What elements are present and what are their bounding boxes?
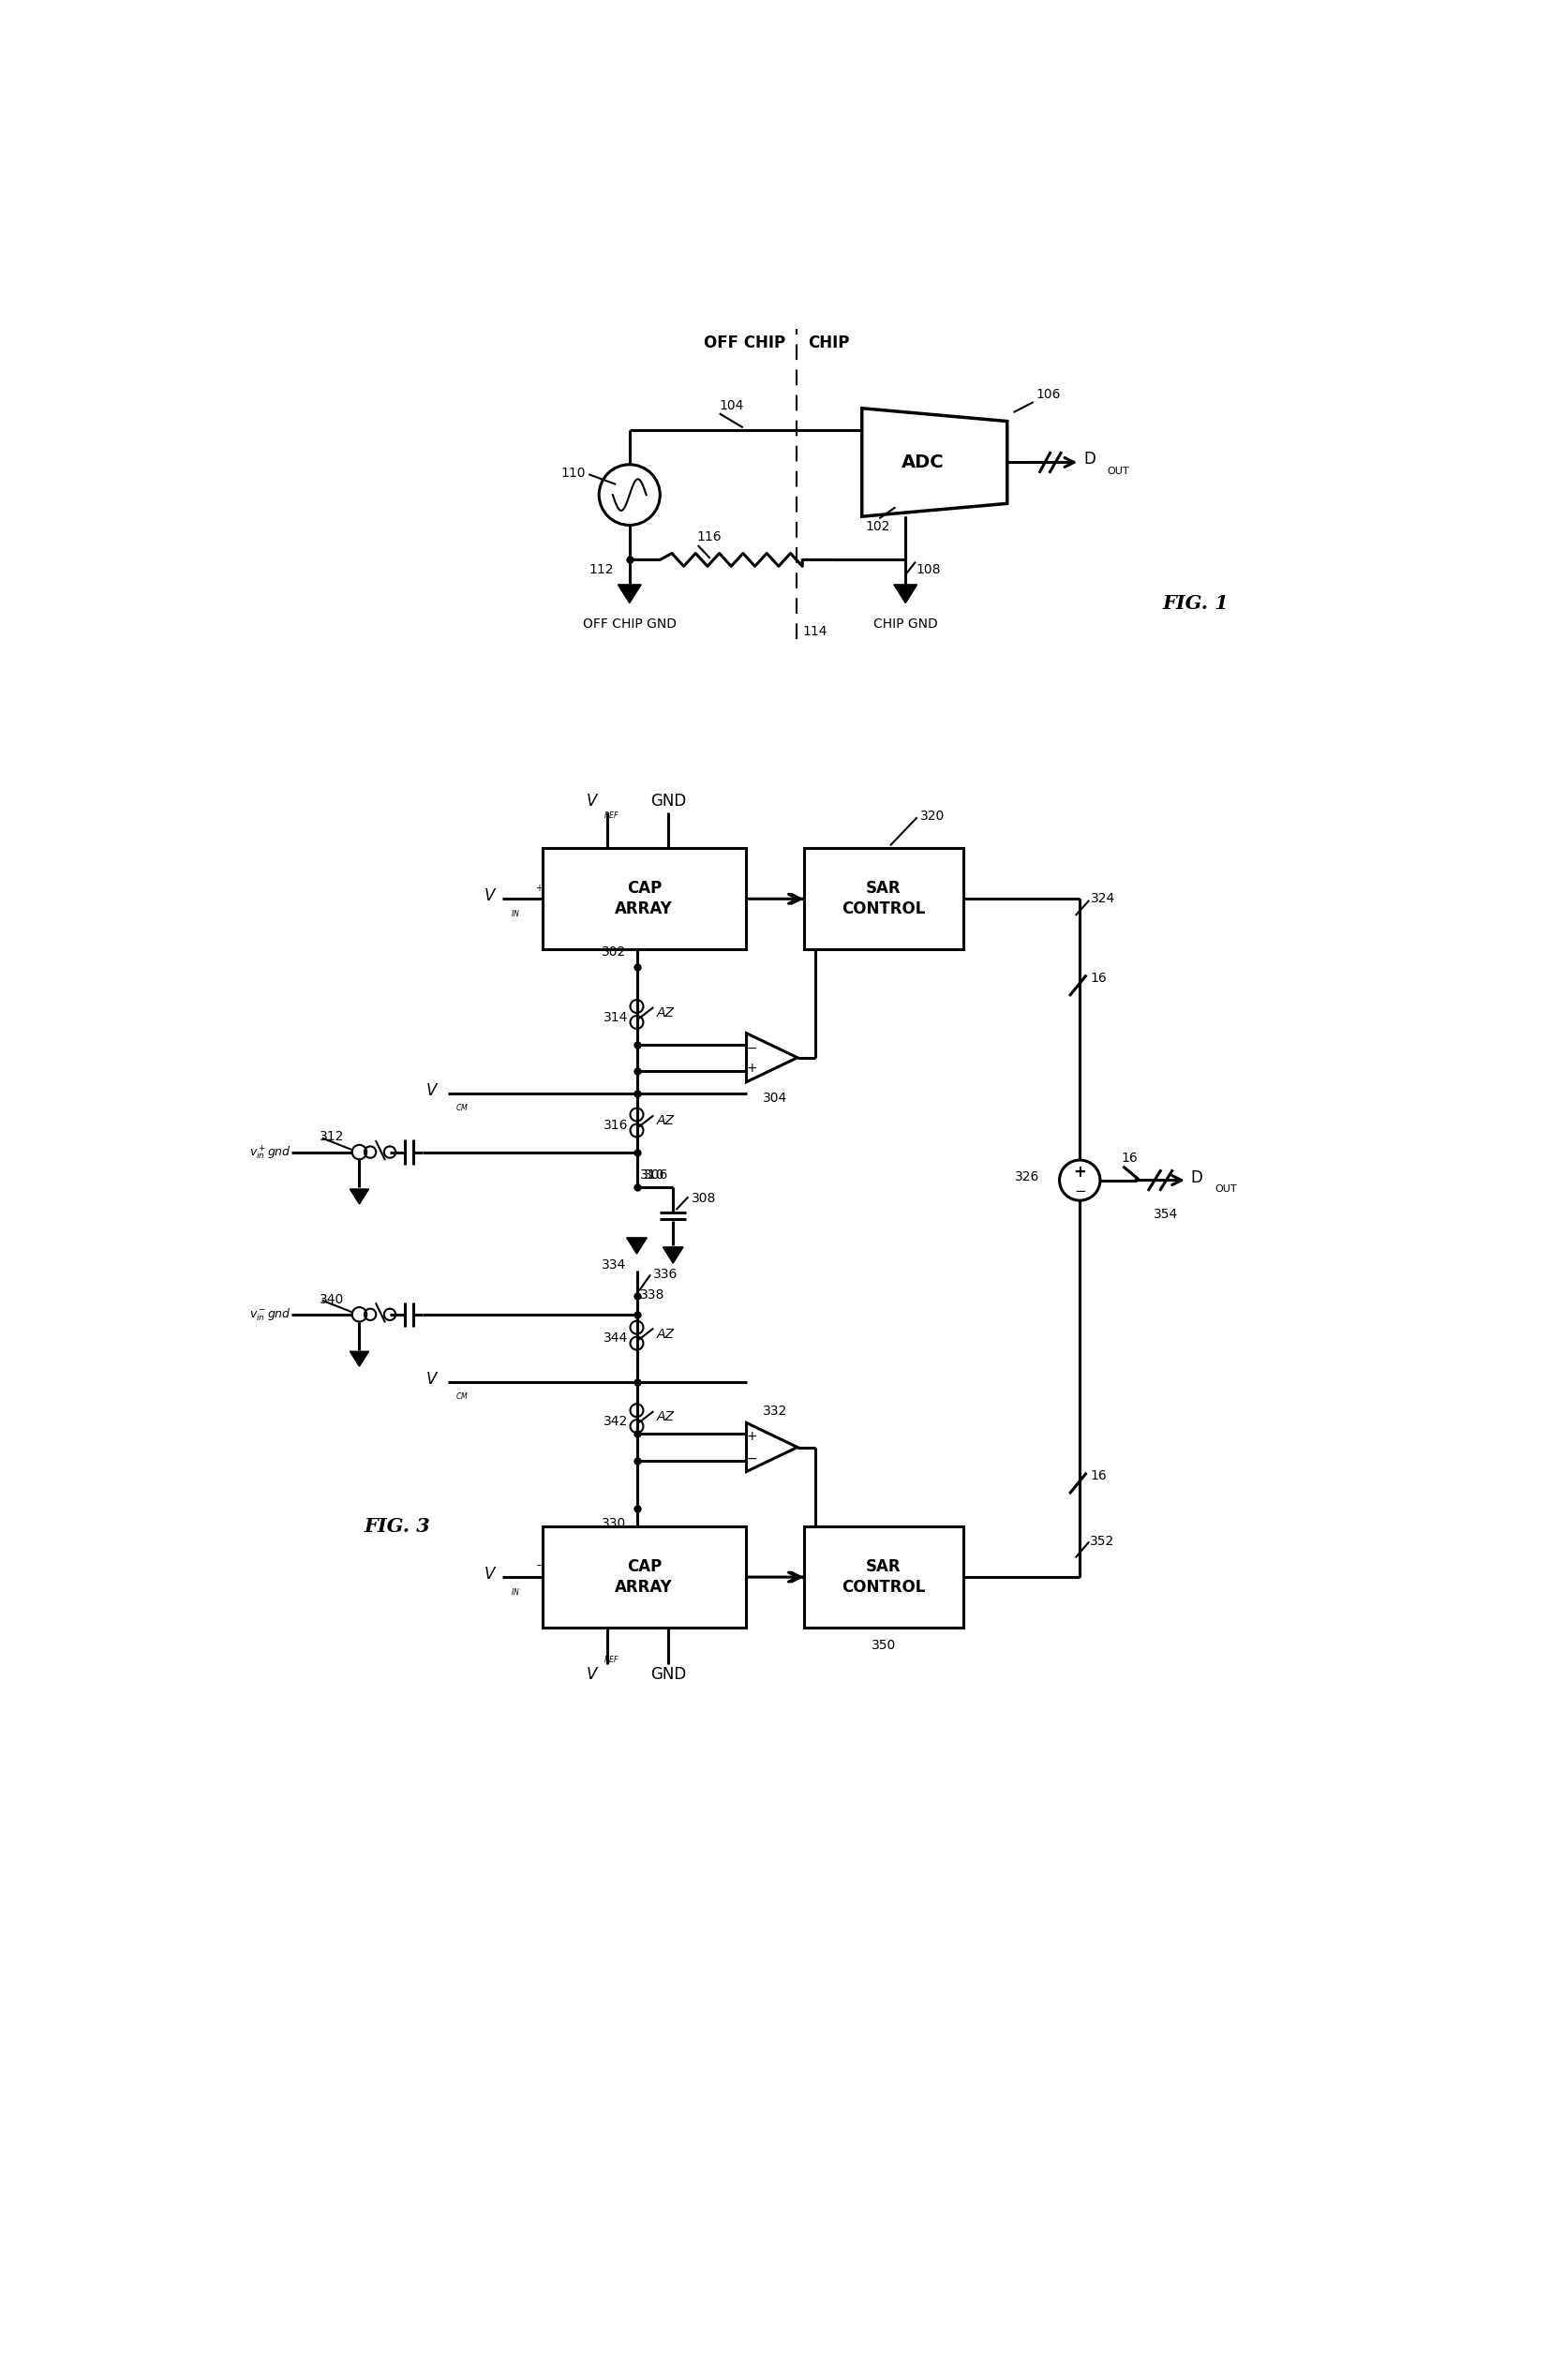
Text: 16: 16: [1090, 1468, 1107, 1483]
Text: 308: 308: [691, 1192, 716, 1204]
Text: $_{IN}$: $_{IN}$: [512, 1587, 521, 1599]
Text: $_{CM}$: $_{CM}$: [456, 1102, 468, 1114]
Text: $V$: $V$: [426, 1083, 439, 1100]
Text: AZ: AZ: [657, 1007, 674, 1019]
Text: $+$: $+$: [746, 1430, 756, 1442]
Text: $-$: $-$: [746, 1040, 756, 1054]
Text: D: D: [1190, 1169, 1203, 1185]
Text: CAP
ARRAY: CAP ARRAY: [615, 881, 673, 919]
Polygon shape: [350, 1190, 369, 1204]
Text: 314: 314: [603, 1012, 628, 1023]
Text: AZ: AZ: [657, 1114, 674, 1128]
Text: 324: 324: [1091, 892, 1116, 904]
Text: $+$: $+$: [746, 1061, 756, 1076]
Text: 354: 354: [1153, 1207, 1178, 1221]
Text: 106: 106: [1037, 388, 1062, 402]
Text: GND: GND: [651, 1666, 687, 1683]
Text: 306: 306: [645, 1169, 668, 1183]
Text: $_{REF}$: $_{REF}$: [604, 809, 620, 821]
Text: OFF CHIP GND: OFF CHIP GND: [583, 616, 676, 631]
Text: 304: 304: [763, 1092, 787, 1104]
Text: $v_{in}^-$gnd: $v_{in}^-$gnd: [250, 1307, 291, 1323]
Polygon shape: [894, 585, 918, 602]
Text: 350: 350: [871, 1637, 896, 1652]
Text: $V$: $V$: [426, 1371, 439, 1388]
Text: 340: 340: [319, 1292, 344, 1307]
Text: 312: 312: [319, 1130, 344, 1142]
Text: $-$: $-$: [746, 1452, 756, 1464]
Text: 344: 344: [603, 1333, 628, 1345]
Text: AZ: AZ: [657, 1411, 674, 1423]
Text: CHIP: CHIP: [808, 336, 849, 352]
Text: FIG. 3: FIG. 3: [364, 1516, 431, 1535]
Bar: [804, 1526, 964, 1628]
Bar: [542, 1526, 746, 1628]
Text: 334: 334: [601, 1259, 626, 1271]
Text: OFF CHIP: OFF CHIP: [704, 336, 786, 352]
Text: 108: 108: [916, 564, 941, 576]
Text: 102: 102: [865, 521, 890, 533]
Text: OUT: OUT: [1215, 1185, 1237, 1195]
Text: 316: 316: [603, 1119, 628, 1133]
Text: 338: 338: [640, 1288, 665, 1302]
Bar: [804, 847, 964, 950]
Text: 326: 326: [1015, 1171, 1040, 1183]
Text: $_{REF}$: $_{REF}$: [604, 1654, 620, 1666]
Text: $V$: $V$: [586, 1666, 598, 1683]
Text: GND: GND: [651, 793, 687, 809]
Text: $^+$: $^+$: [533, 883, 544, 897]
Text: 352: 352: [1090, 1535, 1114, 1547]
Text: $V$: $V$: [484, 1566, 496, 1583]
Text: $v_{in}^+$gnd: $v_{in}^+$gnd: [250, 1142, 291, 1161]
Text: 110: 110: [561, 466, 586, 481]
Text: 332: 332: [763, 1404, 787, 1418]
Text: 302: 302: [601, 945, 626, 959]
Text: 320: 320: [921, 809, 944, 823]
Polygon shape: [618, 585, 642, 602]
Text: $V$: $V$: [484, 888, 496, 904]
Text: $-$: $-$: [1074, 1183, 1087, 1197]
Text: SAR
CONTROL: SAR CONTROL: [842, 1559, 925, 1597]
Text: $V$: $V$: [586, 793, 598, 809]
Text: AZ: AZ: [657, 1328, 674, 1340]
Text: 336: 336: [653, 1269, 677, 1280]
Text: SAR
CONTROL: SAR CONTROL: [842, 881, 925, 919]
Text: 16: 16: [1121, 1152, 1138, 1164]
Text: 112: 112: [589, 564, 614, 576]
Text: 310: 310: [640, 1169, 665, 1180]
Polygon shape: [350, 1352, 369, 1366]
Text: 342: 342: [603, 1414, 628, 1428]
Text: 116: 116: [698, 531, 722, 545]
Polygon shape: [663, 1247, 684, 1264]
Text: $_{IN}$: $_{IN}$: [512, 909, 521, 921]
Text: 114: 114: [803, 624, 828, 638]
Bar: [542, 847, 746, 950]
Text: 104: 104: [719, 400, 744, 412]
Text: $_{CM}$: $_{CM}$: [456, 1390, 468, 1402]
Text: D: D: [1083, 452, 1096, 469]
Text: OUT: OUT: [1107, 466, 1130, 476]
Text: 330: 330: [601, 1516, 626, 1530]
Text: +: +: [1073, 1164, 1087, 1180]
Text: ADC: ADC: [902, 455, 944, 471]
Text: FIG. 1: FIG. 1: [1162, 593, 1229, 612]
Text: $^-$: $^-$: [533, 1561, 544, 1576]
Text: CAP
ARRAY: CAP ARRAY: [615, 1559, 673, 1597]
Text: CHIP GND: CHIP GND: [873, 616, 938, 631]
Polygon shape: [626, 1238, 646, 1254]
Text: 16: 16: [1090, 971, 1107, 985]
